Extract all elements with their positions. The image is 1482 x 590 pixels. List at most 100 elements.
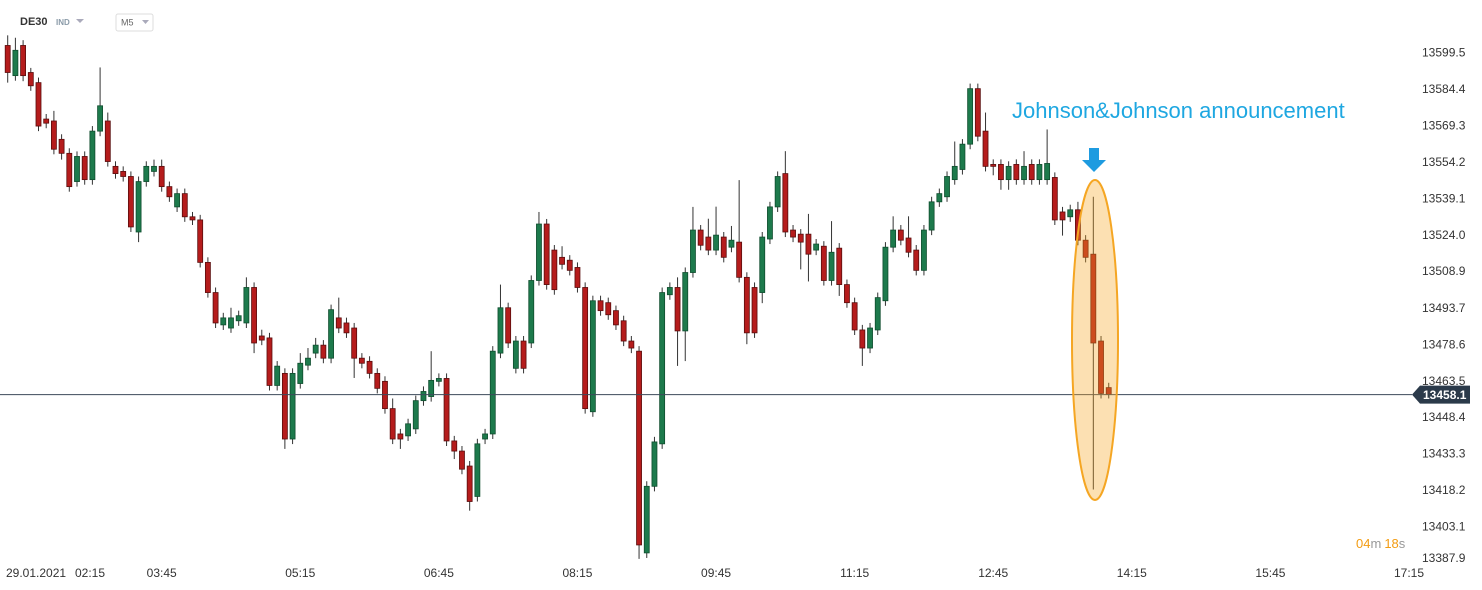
candle-body bbox=[389, 408, 396, 440]
countdown-seconds: 18 bbox=[1384, 536, 1398, 551]
candle-body bbox=[228, 317, 234, 329]
candle-body bbox=[220, 317, 227, 326]
y-tick-label: 13599.5 bbox=[1422, 46, 1466, 60]
symbol[interactable]: DE30 bbox=[20, 16, 48, 28]
candle-body bbox=[682, 272, 689, 332]
candle-body bbox=[805, 233, 812, 255]
candle-body bbox=[913, 249, 920, 271]
y-tick-label: 13448.4 bbox=[1422, 410, 1466, 424]
candle-body bbox=[312, 344, 319, 354]
y-tick-label: 13539.1 bbox=[1422, 191, 1466, 205]
last-price-label: 13458.1 bbox=[1423, 388, 1467, 402]
candle-body bbox=[566, 259, 573, 271]
candle-body bbox=[120, 171, 127, 177]
candle-body bbox=[274, 365, 281, 386]
candle-body bbox=[797, 233, 804, 243]
candle-body bbox=[998, 164, 1004, 181]
y-tick-label: 13387.9 bbox=[1422, 551, 1466, 565]
candle-body bbox=[181, 193, 188, 218]
candle-body bbox=[528, 280, 535, 344]
candle-body bbox=[589, 300, 596, 413]
candle-body bbox=[97, 105, 103, 132]
candle-body bbox=[890, 229, 897, 248]
interval-box[interactable] bbox=[115, 13, 154, 32]
candle-body bbox=[81, 156, 88, 181]
candle-body bbox=[297, 362, 304, 384]
y-tick-label: 13418.2 bbox=[1422, 483, 1466, 497]
candle-body bbox=[451, 440, 458, 452]
candle-body bbox=[405, 423, 411, 437]
candle-body bbox=[1051, 177, 1058, 221]
y-tick-label: 13403.1 bbox=[1422, 519, 1466, 533]
candle-body bbox=[489, 350, 496, 435]
x-tick-label: 02:15 bbox=[75, 566, 105, 580]
instrument-kind: IND bbox=[56, 18, 70, 27]
candle-body bbox=[736, 241, 743, 278]
candle-body bbox=[50, 120, 57, 150]
candle-body bbox=[497, 307, 504, 354]
candle-body bbox=[859, 329, 866, 349]
candle-body bbox=[351, 327, 358, 359]
candle-body bbox=[151, 165, 157, 172]
candle-body bbox=[135, 181, 142, 233]
dropdown-arrow[interactable] bbox=[76, 19, 84, 23]
candle-body bbox=[112, 165, 119, 174]
candle-body bbox=[967, 88, 974, 145]
candle-body bbox=[512, 340, 519, 369]
candle-body bbox=[104, 120, 111, 162]
candle-body bbox=[613, 310, 619, 326]
candle-body bbox=[844, 284, 850, 304]
candle-body bbox=[959, 143, 966, 170]
candle-body bbox=[251, 287, 257, 344]
candle-body bbox=[459, 450, 465, 470]
candle-body bbox=[204, 261, 211, 293]
candle-body bbox=[697, 229, 704, 246]
candle-body bbox=[289, 372, 296, 440]
candle-body bbox=[520, 340, 527, 369]
candle-body bbox=[928, 201, 935, 231]
plot: 13387.9 13403.1 13418.2 13433.3 13448.4 13463… bbox=[0, 35, 1470, 580]
candle-body bbox=[751, 287, 758, 334]
x-tick-label: 05:15 bbox=[285, 566, 315, 580]
candle-body bbox=[443, 378, 450, 442]
candle-body bbox=[790, 229, 796, 238]
candle-body bbox=[258, 335, 265, 341]
candle-body bbox=[743, 276, 750, 334]
candle-body bbox=[597, 300, 604, 312]
x-tick-label: 12:45 bbox=[978, 566, 1008, 580]
candle-body bbox=[828, 251, 835, 281]
y-tick-label: 13569.3 bbox=[1422, 118, 1466, 132]
annotation: Johnson&Johnson announcement bbox=[1012, 98, 1345, 123]
candle-body bbox=[420, 391, 427, 402]
candle-body bbox=[990, 164, 997, 167]
candle-body bbox=[543, 223, 550, 285]
x-tick-label: 11:15 bbox=[840, 566, 869, 580]
candle-body bbox=[1090, 253, 1097, 344]
x-tick-label: 15:45 bbox=[1255, 566, 1285, 580]
interval[interactable]: M5 bbox=[121, 17, 134, 27]
x-tick-label: 03:45 bbox=[147, 566, 177, 580]
candle-body bbox=[882, 246, 889, 302]
y-tick-label: 13478.6 bbox=[1422, 337, 1466, 351]
candle-body bbox=[43, 118, 50, 124]
y-tick-label: 13584.4 bbox=[1422, 82, 1466, 96]
countdown-unit: s bbox=[1399, 536, 1406, 551]
candle-body bbox=[158, 165, 165, 188]
candle-body bbox=[782, 173, 789, 233]
candle-body bbox=[674, 287, 681, 332]
candle-body bbox=[27, 72, 34, 87]
candle-body bbox=[281, 372, 288, 440]
y-tick-label: 13554.2 bbox=[1422, 155, 1466, 169]
x-tick-label: 06:45 bbox=[424, 566, 454, 580]
candle-body bbox=[774, 176, 781, 208]
dropdown-arrow[interactable] bbox=[142, 20, 149, 24]
y-tick-label: 13493.7 bbox=[1422, 301, 1466, 315]
candle-body bbox=[867, 327, 873, 349]
candle-body bbox=[1021, 165, 1027, 181]
candle-body bbox=[305, 357, 311, 366]
y-tick-label: 13463.5 bbox=[1422, 374, 1466, 388]
y-tick-label: 13433.3 bbox=[1422, 447, 1466, 461]
candle-body bbox=[174, 193, 180, 208]
y-tick-label: 13524.0 bbox=[1422, 228, 1466, 242]
